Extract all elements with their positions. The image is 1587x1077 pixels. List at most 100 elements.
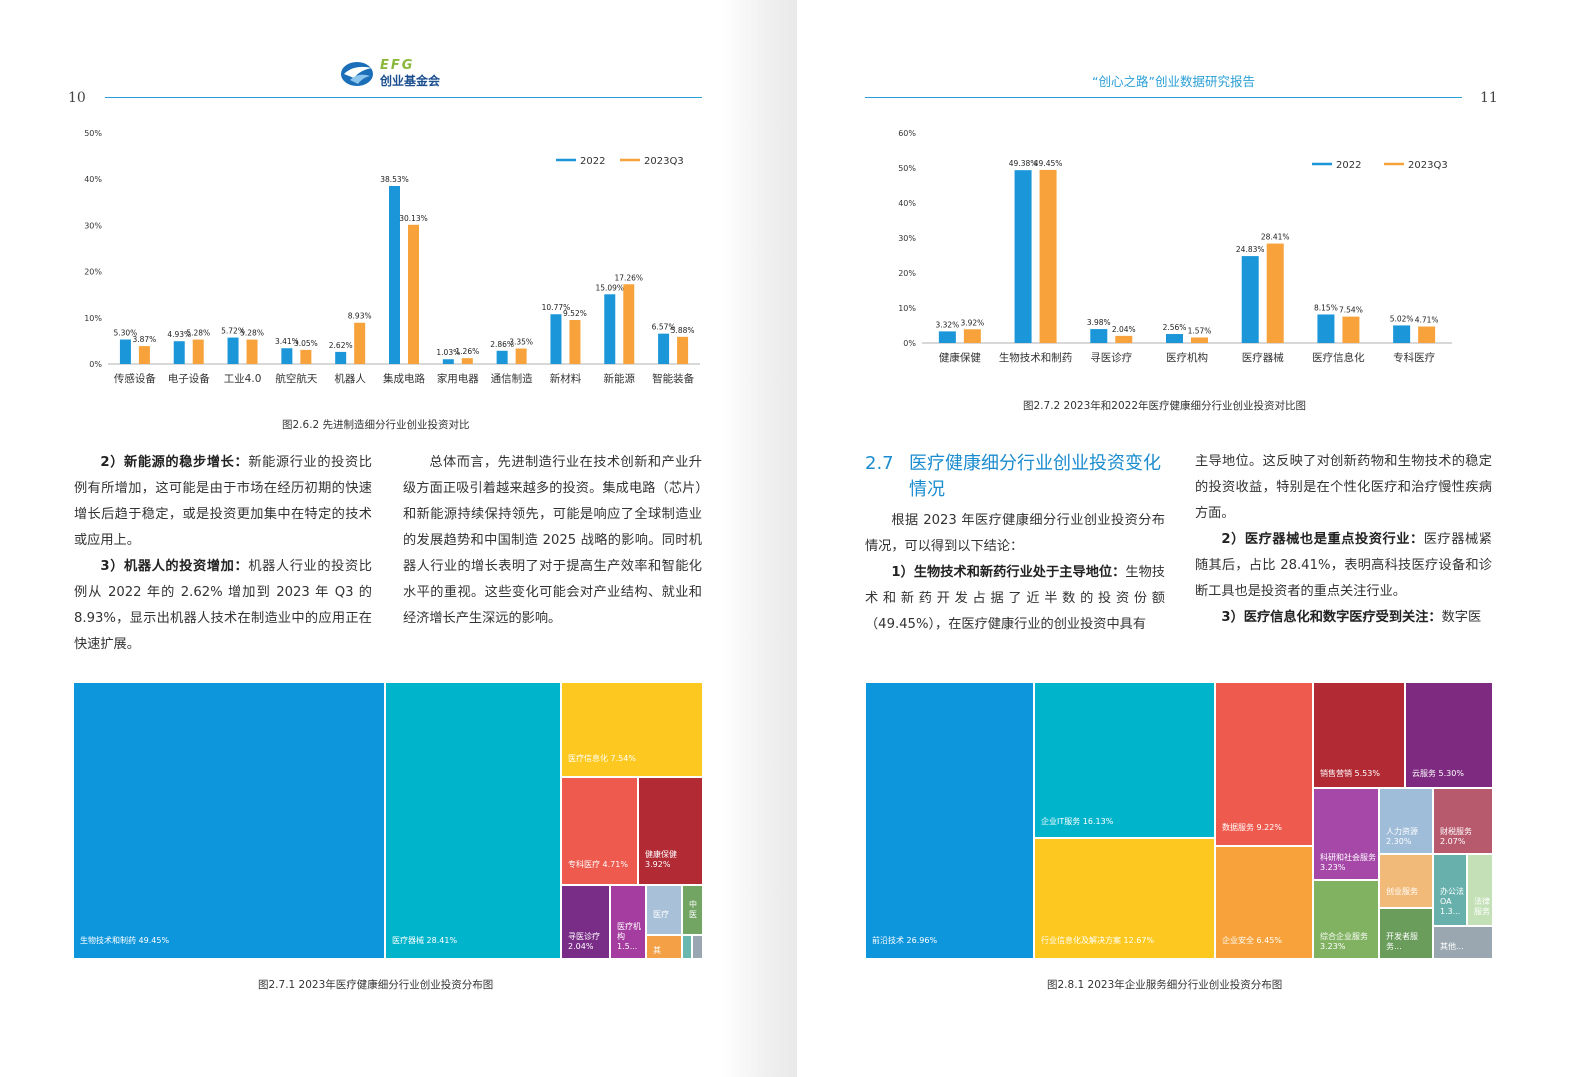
data-label: 15.09% xyxy=(595,283,624,292)
treemap-cell xyxy=(682,935,692,959)
treemap-cell-label: 云服务 5.30% xyxy=(1412,769,1464,778)
bar-2022 xyxy=(1166,334,1183,343)
y-tick-label: 50% xyxy=(84,129,102,138)
y-tick-label: 60% xyxy=(898,129,916,138)
data-label: 30.13% xyxy=(399,214,428,223)
healthcare-bar-chart: 0% 10% 20% 30% 40% 50% 60% 3.32% 3.92% 健康保健 49.38%… xyxy=(898,129,1452,364)
eagle-logo-icon xyxy=(341,62,373,86)
bar-2023Q3 xyxy=(1418,326,1436,343)
treemap-cell-label: 企业IT服务 16.13% xyxy=(1041,817,1114,826)
x-tick-label: 医疗器械 xyxy=(1242,351,1284,364)
y-tick-label: 40% xyxy=(898,199,916,208)
data-label: 3.87% xyxy=(132,335,156,344)
header-rule-right xyxy=(865,97,1462,98)
legend-label-2022: 2022 xyxy=(580,156,605,167)
bar-2022 xyxy=(335,351,347,364)
data-label: 49.45% xyxy=(1034,159,1063,168)
bar-2023Q3 xyxy=(963,329,981,343)
x-tick-label: 新材料 xyxy=(550,372,582,385)
page-number-left: 10 xyxy=(68,90,86,106)
bar-2022 xyxy=(1014,170,1032,343)
treemap-cell-label: 创业服务 xyxy=(1386,887,1418,896)
bar-2022 xyxy=(281,348,293,364)
y-tick-label: 0% xyxy=(903,339,916,348)
data-label: 3.98% xyxy=(1087,318,1111,327)
bar-2022 xyxy=(938,331,956,343)
treemap-cell-label: 开发者服务... xyxy=(1386,932,1418,951)
efg-logo: EFG 创业基金会 xyxy=(340,58,450,90)
treemap-cell-label: 前沿技术 26.96% xyxy=(872,936,938,945)
bar-2022 xyxy=(550,314,562,364)
text-new-energy: 新能源行业的投资比例有所增加，这可能是由于市场在经历初期的快速增长后趋于稳定，或… xyxy=(74,455,372,548)
paragraph-intro: 根据 2023 年医疗健康细分行业创业投资分布情况，可以得到以下结论： xyxy=(865,513,1165,554)
bar-2023Q3 xyxy=(1039,169,1057,343)
treemap-cell-label: 医疗信息化 7.54% xyxy=(568,754,636,763)
treemap-cell-label: 生物技术和制药 49.45% xyxy=(80,936,170,945)
treemap-cell: 法律服务 xyxy=(1467,854,1493,926)
bar-2022 xyxy=(389,185,400,364)
data-label: 2.62% xyxy=(329,341,353,350)
data-label: 5.30% xyxy=(113,329,137,338)
treemap-cell-label: 数据服务 9.22% xyxy=(1222,823,1282,832)
data-label: 5.28% xyxy=(240,329,264,338)
treemap-cell: 创业服务 xyxy=(1379,854,1433,908)
data-label: 1.57% xyxy=(1188,327,1212,336)
x-tick-label: 寻医诊疗 xyxy=(1090,351,1132,364)
text-biotech: 生物技术和新药开发占据了近半数的投资份额（49.45%），在医疗健康行业的创业投… xyxy=(865,565,1165,632)
paragraph-devices: 2）医疗器械也是重点投资行业：医疗器械紧随其后，占比 28.41%，表明高科技医… xyxy=(1195,527,1492,605)
bar-2023Q3 xyxy=(1191,337,1208,343)
bar-2022 xyxy=(119,339,131,364)
treemap-cell: 企业IT服务 16.13% xyxy=(1034,682,1215,838)
data-label: 7.54% xyxy=(1339,306,1363,315)
heading-robot: 3）机器人的投资增加： xyxy=(100,559,249,574)
treemap-cell: 生物技术和制药 49.45% xyxy=(73,682,385,959)
bar-2022 xyxy=(1241,256,1259,343)
data-label: 24.83% xyxy=(1236,245,1265,254)
heading-digital: 3）医疗信息化和数字医疗受到关注： xyxy=(1221,610,1442,625)
treemap-cell: 医疗 xyxy=(646,885,682,935)
right-text-col1: 根据 2023 年医疗健康细分行业创业投资分布情况，可以得到以下结论： 1）生物… xyxy=(865,508,1165,638)
text-robot: 机器人行业的投资比例从 2022 年的 2.62% 增加到 2023 年 Q3 … xyxy=(74,559,372,652)
x-tick-label: 生物技术和制药 xyxy=(999,351,1073,364)
treemap-cell-label: 销售营销 5.53% xyxy=(1320,769,1380,778)
bar-2022 xyxy=(227,337,239,364)
paragraph-biotech: 1）生物技术和新药行业处于主导地位：生物技术和新药开发占据了近半数的投资份额（4… xyxy=(865,560,1165,638)
data-label: 1.26% xyxy=(455,347,479,356)
data-label: 4.93% xyxy=(167,330,191,339)
treemap-cell-label: 科研和社会服务 3.23% xyxy=(1320,853,1376,872)
x-tick-label: 航空航天 xyxy=(275,372,317,385)
paragraph-robot: 3）机器人的投资增加：机器人行业的投资比例从 2022 年的 2.62% 增加到… xyxy=(74,554,372,658)
x-tick-label: 电子设备 xyxy=(168,372,210,385)
data-label: 2.04% xyxy=(1112,325,1136,334)
data-label: 38.53% xyxy=(380,175,409,184)
bar-2022 xyxy=(604,294,616,364)
data-label: 28.41% xyxy=(1261,233,1290,242)
x-tick-label: 工业4.0 xyxy=(224,373,262,385)
y-tick-label: 0% xyxy=(89,360,102,369)
logo-name: 创业基金会 xyxy=(380,74,441,88)
data-label: 3.32% xyxy=(935,320,959,329)
treemap-cell-label: 综合企业服务 3.23% xyxy=(1320,932,1368,951)
y-tick-label: 10% xyxy=(84,314,102,323)
treemap-cell: 综合企业服务 3.23% xyxy=(1313,880,1379,959)
x-tick-label: 通信制造 xyxy=(491,372,533,385)
data-label: 4.71% xyxy=(1415,316,1439,325)
treemap-cell: 前沿技术 26.96% xyxy=(865,682,1034,959)
legend-label-2023Q3: 2023Q3 xyxy=(1408,160,1448,171)
bar-2023Q3 xyxy=(1115,335,1133,343)
bar-2022 xyxy=(1090,329,1108,343)
treemap-cell-label: 寻医诊疗 2.04% xyxy=(568,932,600,951)
bar-2022 xyxy=(442,359,454,364)
treemap-cell: 财税服务 2.07% xyxy=(1433,788,1493,854)
treemap-cell: 销售营销 5.53% xyxy=(1313,682,1405,788)
data-label: 9.52% xyxy=(563,309,587,318)
treemap-cell-label: 健康保健 3.92% xyxy=(645,850,677,869)
data-label: 5.02% xyxy=(1390,314,1414,323)
treemap-cell: 医疗机构 1.5... xyxy=(610,885,646,959)
data-label: 3.92% xyxy=(960,318,984,327)
legend-label-2022: 2022 xyxy=(1336,160,1361,171)
bar-2022 xyxy=(1393,325,1411,343)
treemap-cell: 中医 xyxy=(682,885,703,935)
treemap-cell: 人力资源 2.30% xyxy=(1379,788,1433,854)
data-label: 6.57% xyxy=(652,323,676,332)
